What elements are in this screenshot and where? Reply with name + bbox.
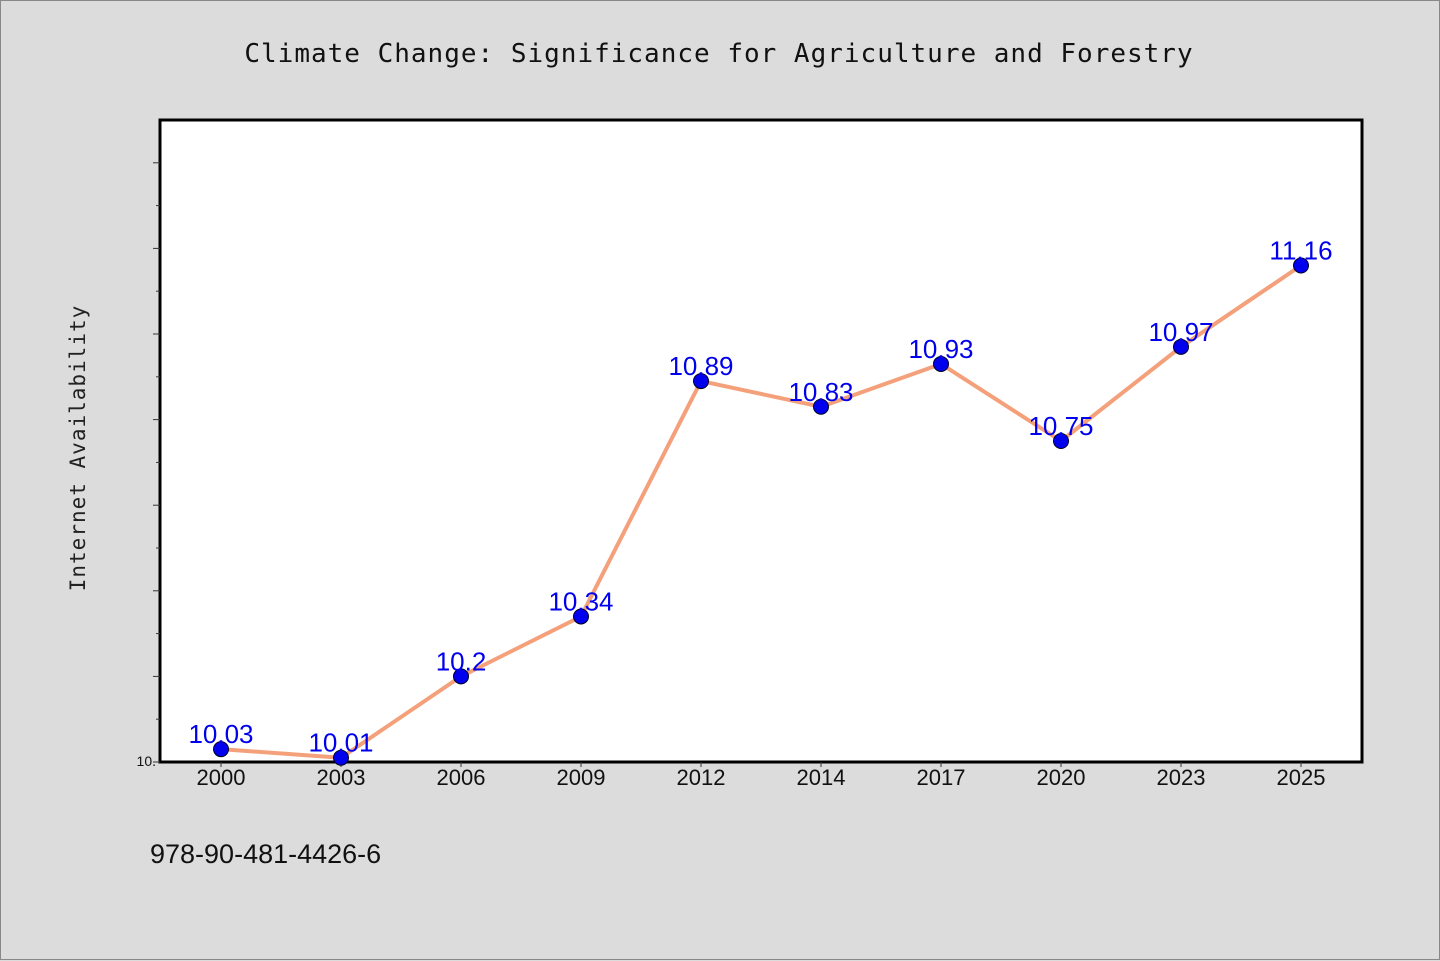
data-value-label: 10.2 — [436, 646, 487, 676]
x-tick-label: 2014 — [797, 765, 846, 790]
data-point-marker — [453, 668, 469, 685]
x-tick-label: 2020 — [1037, 765, 1086, 790]
data-point-marker — [573, 608, 589, 625]
series-line-group — [220, 263, 1303, 760]
data-point-marker — [1053, 433, 1069, 449]
y-tick-label: 10. — [137, 753, 156, 769]
data-value-label: 10.83 — [788, 377, 853, 407]
data-value-label: 10.34 — [548, 586, 613, 616]
data-value-label: 10.89 — [668, 351, 733, 381]
data-point-marker — [1293, 257, 1309, 274]
data-value-label: 10.75 — [1028, 411, 1093, 441]
x-tick-label: 2023 — [1157, 765, 1206, 790]
x-axis-ticks: 2000 2003 2006 2009 2012 2014 2017 2020 2023 2025 — [197, 762, 1326, 790]
x-tick-label: 2006 — [437, 765, 486, 790]
chart-title: Climate Change: Significance for Agricul… — [244, 39, 1193, 69]
data-markers — [213, 257, 1309, 766]
data-value-label: 10.93 — [908, 334, 973, 364]
x-tick-label: 2003 — [317, 765, 366, 790]
isbn-footer-text: 978-90-481-4426-6 — [150, 839, 381, 869]
data-value-label: 11.16 — [1269, 236, 1332, 266]
data-point-marker — [333, 749, 349, 766]
x-tick-label: 2017 — [917, 765, 966, 790]
y-axis-label: Internet Availability — [66, 305, 90, 592]
plot-area — [158, 118, 1364, 764]
data-labels: 10.03 10.01 10.2 10.34 10.89 10.83 10.93 10.75 1… — [188, 236, 1332, 758]
series-line — [220, 263, 1303, 760]
y-axis-ticks: 10. — [137, 162, 160, 769]
data-point-marker — [813, 398, 829, 415]
x-tick-label: 2009 — [557, 765, 606, 790]
x-tick-label: 2012 — [677, 765, 726, 790]
data-point-marker — [1173, 338, 1189, 355]
x-tick-label: 2000 — [197, 765, 246, 790]
data-point-marker — [693, 373, 709, 390]
data-value-label: 10.01 — [308, 728, 373, 758]
data-value-label: 10.03 — [188, 719, 253, 749]
data-point-marker — [213, 741, 229, 758]
data-point-marker — [933, 355, 949, 372]
x-tick-label: 2025 — [1277, 765, 1326, 790]
data-value-label: 10.97 — [1148, 317, 1213, 347]
